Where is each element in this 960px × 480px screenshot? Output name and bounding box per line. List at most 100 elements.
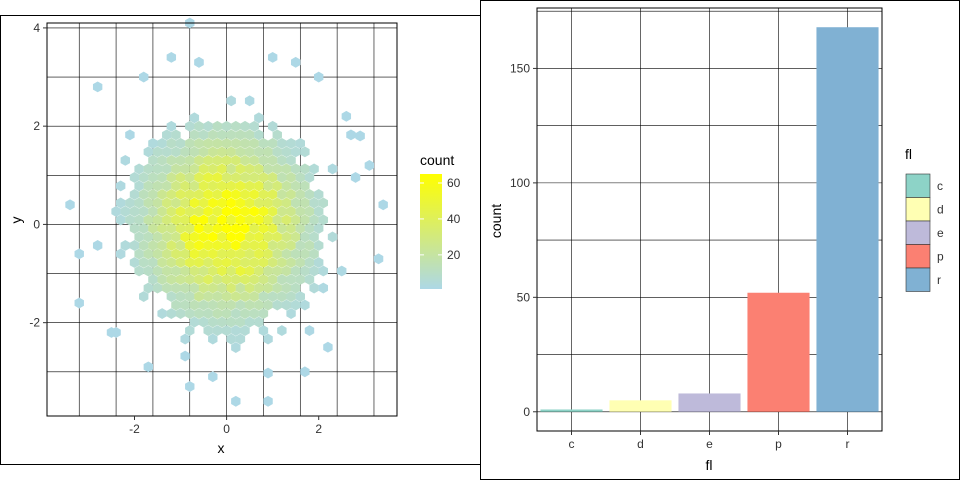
hexbin-cell <box>208 129 218 141</box>
hexbin-cell <box>157 223 167 234</box>
hexbin-cell <box>314 189 324 200</box>
count-legend: count 20 40 60 <box>420 152 461 289</box>
hexbin-cell <box>249 291 259 302</box>
hexbin-cell <box>189 112 200 124</box>
hexbin-cell <box>148 206 158 217</box>
hexbin-cell <box>162 248 172 260</box>
bar-x-tick-label: e <box>706 437 713 451</box>
hexbin-outlier-cell <box>185 381 195 392</box>
hexbin-cell <box>267 291 278 302</box>
hexbin-cell <box>198 146 209 158</box>
hexbin-cell <box>221 308 232 319</box>
hexbin-cell <box>152 231 163 243</box>
hexbin-cell <box>166 274 177 285</box>
hexbin-cell <box>304 223 315 234</box>
hexbin-cell <box>309 231 319 243</box>
hexbin-cell <box>254 316 264 328</box>
hexbin-cell <box>286 240 296 251</box>
hexbin-cell <box>240 189 250 200</box>
hexbin-outlier-cell <box>65 199 75 211</box>
hexbin-cell <box>235 333 246 345</box>
hexbin-cell <box>309 265 319 277</box>
hexbin-cell <box>231 189 241 200</box>
hexbin-cell <box>194 274 204 285</box>
hexbin-cell <box>258 308 269 319</box>
hexbin-cell <box>129 189 140 200</box>
hexbin-cell <box>254 163 264 175</box>
hexbin-cell <box>203 240 213 251</box>
hexbin-cell <box>198 163 209 175</box>
hexbin-cell <box>148 137 158 149</box>
hexbin-cell <box>286 257 296 268</box>
hexbin-cell <box>217 163 227 175</box>
hexbin-cell <box>171 248 181 260</box>
hexbin-cell <box>226 180 236 192</box>
hexbin-cell <box>125 214 135 226</box>
hexbin-cell <box>254 265 264 277</box>
hexbin-cell <box>180 282 190 294</box>
hexbin-cell <box>194 137 204 149</box>
hexbin-cell <box>203 257 213 268</box>
hexbin-cell <box>185 189 195 200</box>
count-colorbar <box>420 174 442 289</box>
hexbin-cell <box>217 197 227 209</box>
hexbin-cell <box>203 206 213 217</box>
hexbin-cell <box>166 137 177 149</box>
hexbin-cell <box>235 129 246 141</box>
hexbin-cell <box>120 240 130 251</box>
hexbin-cell <box>244 180 255 192</box>
hexbin-cell <box>166 206 177 217</box>
hexbin-cell <box>286 274 296 285</box>
hexbin-cell <box>157 274 167 285</box>
hexbin-x-axis: -2 0 2 <box>129 416 322 436</box>
hexbin-cell <box>295 206 305 217</box>
hexbin-cell <box>286 137 296 149</box>
hexbin-cell <box>129 223 140 234</box>
fl-legend-label: e <box>937 226 944 240</box>
hexbin-cell <box>263 367 273 379</box>
hexbin-cell <box>244 163 255 175</box>
hexbin-cell <box>304 257 315 268</box>
hexbin-cell <box>208 299 218 311</box>
hexbin-cell <box>208 282 218 294</box>
hexbin-cell <box>157 240 167 251</box>
hexbin-cell <box>254 180 264 192</box>
hexbin-outlier-cell <box>92 81 103 93</box>
hexbin-cell <box>249 308 259 319</box>
hexbin-cell <box>157 257 167 268</box>
hexbin-cell <box>277 189 287 200</box>
hexbin-cell <box>171 265 181 277</box>
hexbin-cell <box>221 257 232 268</box>
hexbin-cell <box>267 257 278 268</box>
hexbin-cell <box>281 282 292 294</box>
hexbin-outlier-cell <box>267 51 278 63</box>
hexbin-cell <box>263 146 273 158</box>
hexbin-cell <box>267 240 278 251</box>
hexbin-cell <box>267 223 278 234</box>
hexbin-cell <box>221 325 232 336</box>
hexbin-cell <box>198 316 209 328</box>
hexbin-cell <box>254 299 264 311</box>
hexbin-cell <box>263 163 273 175</box>
hexbin-cell <box>300 146 310 158</box>
hexbin-outlier-cell <box>74 297 84 309</box>
hexbin-cell <box>226 95 236 107</box>
bar-y-tick-label: 50 <box>517 290 531 304</box>
bar-p <box>747 292 810 412</box>
hexbin-cell <box>134 265 144 277</box>
hexbin-cell <box>267 206 278 217</box>
hexbin-cell <box>244 231 255 243</box>
hexbin-cell <box>189 248 200 260</box>
hexbin-cell <box>304 274 315 285</box>
hexbin-cell <box>281 231 292 243</box>
hexbin-cell <box>226 129 236 141</box>
hexbin-cell <box>180 214 190 226</box>
hexbin-cell <box>148 171 158 183</box>
hexbin-cell <box>139 240 149 251</box>
hexbin-cell <box>240 240 250 251</box>
hexbin-cell <box>208 333 218 345</box>
hexbin-cell <box>295 189 305 200</box>
hexbin-cell <box>272 129 282 141</box>
